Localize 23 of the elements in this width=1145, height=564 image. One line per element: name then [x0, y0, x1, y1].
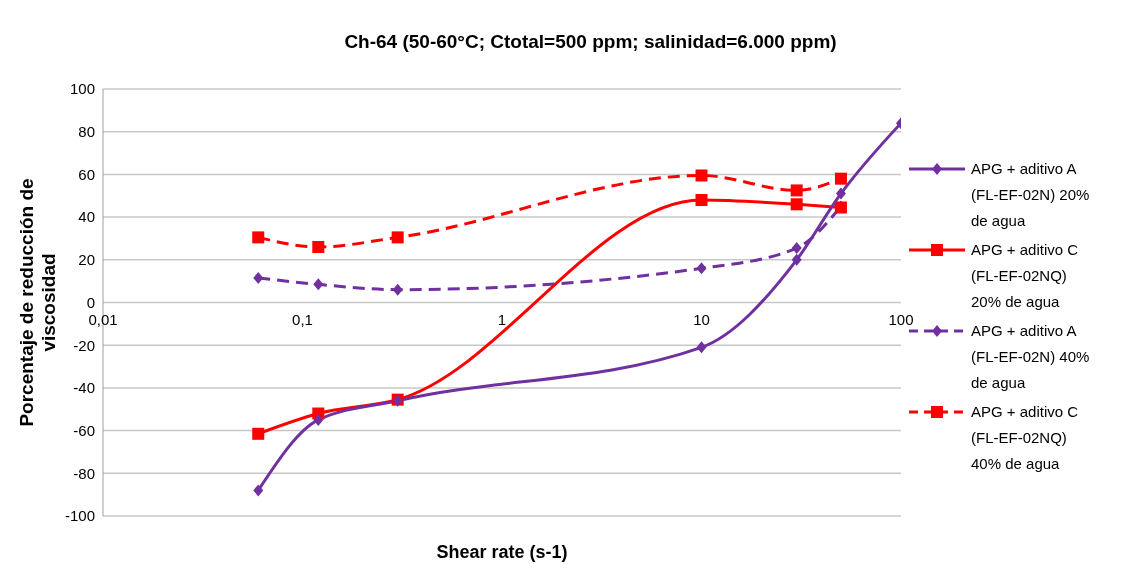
- x-tick-label: 100: [888, 310, 914, 328]
- y-tick-label: 20: [78, 251, 95, 269]
- y-tick-label: -80: [73, 464, 95, 482]
- y-tick-label: -100: [64, 507, 95, 525]
- y-tick-label: -60: [73, 421, 95, 439]
- y-tick-label: 60: [78, 165, 95, 183]
- x-tick-label: 0,1: [292, 310, 313, 328]
- y-axis-title: Porcentaje de reducción de viscosidad: [16, 178, 59, 427]
- y-tick-label: -20: [73, 336, 95, 354]
- y-tick-label: 0: [86, 293, 95, 311]
- legend-label: APG + aditivo A (FL-EF-02N) 40% de agua: [971, 321, 1091, 393]
- legend-label: APG + aditivo A (FL-EF-02N) 20% de agua: [971, 159, 1091, 231]
- legend-label: APG + aditivo C (FL-EF-02NQ) 20% de agua: [971, 240, 1080, 312]
- y-tick-label: 40: [78, 208, 95, 226]
- x-tick-label: 0,01: [88, 310, 118, 328]
- y-tick-label: 80: [78, 123, 95, 141]
- x-tick-label: 1: [497, 310, 507, 328]
- y-tick-label: -40: [73, 379, 95, 397]
- legend-label: APG + aditivo C (FL-EF-02NQ) 40% de agua: [971, 402, 1080, 474]
- chart-title: Ch-64 (50-60°C; Ctotal=500 ppm; salinidad=6.000 ppm): [343, 30, 838, 54]
- y-tick-label: 100: [69, 80, 95, 98]
- x-tick-label: 10: [693, 310, 710, 328]
- x-axis-title: Shear rate (s-1): [436, 542, 568, 562]
